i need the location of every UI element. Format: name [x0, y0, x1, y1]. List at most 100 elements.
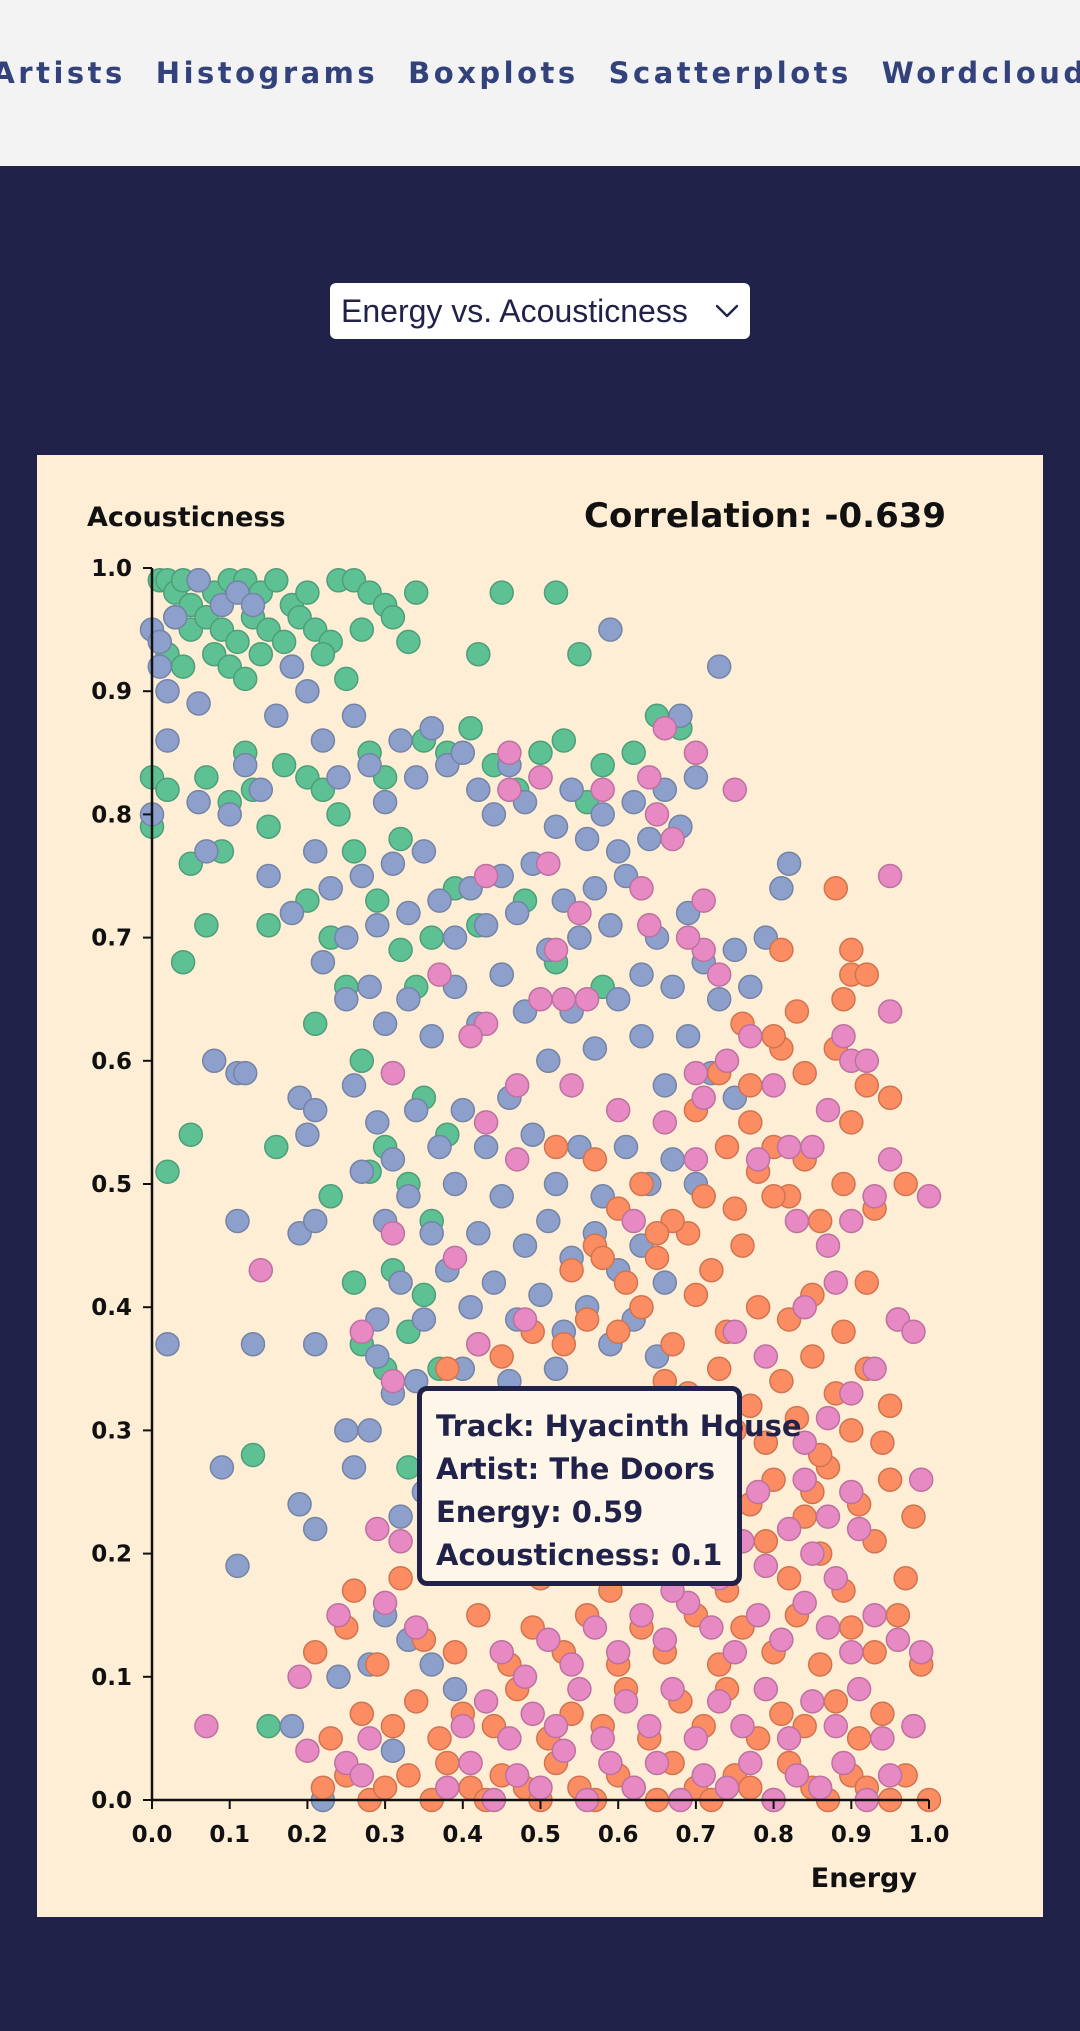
scatter-point-s2-109[interactable]: [870, 1430, 895, 1455]
scatter-point-s3-87[interactable]: [862, 1184, 887, 1209]
scatter-point-s1-96[interactable]: [629, 1023, 654, 1049]
scatter-point-s0-75[interactable]: [194, 913, 219, 938]
scatter-point-s1-79[interactable]: [722, 937, 748, 963]
scatter-point-s3-35[interactable]: [776, 1726, 802, 1751]
scatter-point-s0-68[interactable]: [528, 740, 553, 766]
scatter-point-s0-42[interactable]: [489, 580, 514, 605]
scatter-point-s2-148[interactable]: [722, 1196, 748, 1221]
scatter-point-s2-126[interactable]: [605, 1319, 631, 1345]
scatter-point-s3-79[interactable]: [753, 1344, 779, 1369]
scatter-point-s0-97[interactable]: [178, 1122, 204, 1147]
scatter-point-s3-38[interactable]: [846, 1676, 872, 1702]
scatter-point-s3-32[interactable]: [706, 1689, 732, 1714]
scatter-point-s1-30[interactable]: [466, 777, 491, 803]
scatter-point-s0-92[interactable]: [302, 1011, 328, 1037]
scatter-point-s2-102[interactable]: [901, 1504, 926, 1529]
scatter-point-s0-10[interactable]: [264, 568, 289, 593]
scatter-point-s0-49[interactable]: [194, 765, 219, 790]
scatter-point-s3-103[interactable]: [854, 1048, 880, 1074]
scatter-point-s3-115[interactable]: [528, 986, 553, 1012]
scatter-point-s3-7[interactable]: [598, 1750, 623, 1776]
scatter-point-s3-73[interactable]: [908, 1467, 934, 1492]
scatter-point-s2-151[interactable]: [807, 1208, 833, 1234]
scatter-point-s3-125[interactable]: [497, 740, 522, 766]
scatter-point-s1-3[interactable]: [147, 629, 173, 655]
scatter-point-s3-5[interactable]: [551, 1738, 577, 1763]
scatter-point-s3-99[interactable]: [761, 1073, 786, 1098]
scatter-point-s1-45[interactable]: [706, 654, 732, 679]
scatter-point-s3-27[interactable]: [590, 1726, 615, 1751]
scatter-point-s0-100[interactable]: [318, 1184, 343, 1209]
scatter-point-s1-124[interactable]: [302, 1208, 328, 1234]
scatter-point-s1-85[interactable]: [372, 1011, 398, 1037]
scatter-point-s3-41[interactable]: [512, 1664, 538, 1690]
scatter-point-s2-51[interactable]: [823, 1689, 849, 1714]
scatter-point-s1-164[interactable]: [543, 1356, 569, 1382]
scatter-point-s1-122[interactable]: [295, 1122, 320, 1147]
scatter-point-s3-126[interactable]: [590, 777, 615, 803]
scatter-point-s2-105[interactable]: [753, 1430, 779, 1455]
scatter-point-s2-171[interactable]: [761, 1023, 786, 1049]
scatter-point-s1-97[interactable]: [652, 1073, 678, 1098]
scatter-point-s2-157[interactable]: [714, 1134, 740, 1160]
scatter-point-s3-24[interactable]: [520, 1701, 545, 1727]
scatter-point-s0-22[interactable]: [225, 629, 250, 655]
scatter-point-s2-36[interactable]: [427, 1726, 452, 1751]
scatter-point-s3-50[interactable]: [722, 1639, 748, 1665]
scatter-point-s1-125[interactable]: [349, 1159, 375, 1184]
scatter-point-s3-96[interactable]: [691, 1085, 716, 1111]
scatter-point-s0-77[interactable]: [256, 913, 281, 938]
scatter-point-s2-156[interactable]: [582, 1147, 608, 1172]
scatter-point-s3-64[interactable]: [753, 1553, 779, 1579]
scatter-point-s1-168[interactable]: [287, 1492, 312, 1517]
scatter-point-s0-29[interactable]: [349, 617, 375, 642]
scatter-point-s3-137[interactable]: [442, 1245, 468, 1271]
scatter-point-s1-175[interactable]: [209, 1455, 235, 1480]
scatter-point-s3-146[interactable]: [388, 1529, 413, 1554]
scatter-point-s1-24[interactable]: [372, 789, 398, 815]
scatter-point-s3-4[interactable]: [528, 1775, 553, 1800]
scatter-point-s2-0[interactable]: [310, 1775, 336, 1800]
scatter-point-s3-90[interactable]: [745, 1147, 771, 1172]
scatter-point-s3-140[interactable]: [380, 1368, 406, 1394]
scatter-point-s3-16[interactable]: [807, 1775, 833, 1800]
scatter-point-s1-39[interactable]: [605, 839, 631, 864]
scatter-point-s1-20[interactable]: [310, 728, 336, 753]
scatter-point-s1-154[interactable]: [240, 1331, 266, 1357]
scatter-point-s1-56[interactable]: [365, 913, 390, 938]
scatter-point-s3-151[interactable]: [357, 1726, 382, 1751]
scatter-point-s1-153[interactable]: [155, 1331, 180, 1357]
scatter-point-s3-56[interactable]: [862, 1602, 887, 1628]
scatter-point-s2-73[interactable]: [807, 1652, 833, 1677]
scatter-point-s1-18[interactable]: [279, 654, 305, 679]
scatter-point-s2-152[interactable]: [831, 1171, 856, 1197]
scatter-point-s1-8[interactable]: [240, 592, 266, 618]
scatter-point-s2-55[interactable]: [302, 1639, 328, 1665]
scatter-point-s1-40[interactable]: [621, 789, 646, 815]
scatter-point-s1-41[interactable]: [637, 826, 662, 852]
scatter-point-s1-109[interactable]: [403, 1097, 429, 1123]
scatter-point-s2-76[interactable]: [885, 1602, 911, 1628]
scatter-point-s2-119[interactable]: [877, 1393, 903, 1419]
scatter-point-s2-134[interactable]: [831, 1319, 856, 1345]
scatter-point-s2-34[interactable]: [380, 1713, 406, 1739]
scatter-point-s2-165[interactable]: [738, 1073, 763, 1098]
scatter-point-s0-55[interactable]: [271, 752, 297, 778]
scatter-point-s3-25[interactable]: [543, 1713, 569, 1739]
scatter-point-s2-78[interactable]: [341, 1578, 367, 1603]
scatter-point-s3-67[interactable]: [823, 1565, 849, 1591]
scatter-point-s1-130[interactable]: [466, 1221, 491, 1246]
scatter-point-s1-82[interactable]: [310, 949, 336, 975]
scatter-point-s3-34[interactable]: [753, 1676, 779, 1702]
scatter-point-s3-129[interactable]: [644, 802, 670, 827]
scatter-point-s1-37[interactable]: [574, 826, 600, 852]
scatter-point-s0-31[interactable]: [396, 629, 421, 655]
scatter-point-s1-26[interactable]: [403, 765, 429, 790]
scatter-point-s3-22[interactable]: [473, 1689, 499, 1714]
scatter-point-s0-69[interactable]: [551, 728, 577, 753]
scatter-point-s2-128[interactable]: [660, 1331, 685, 1357]
scatter-point-s0-110[interactable]: [411, 1282, 437, 1308]
scatter-point-s2-158[interactable]: [738, 1110, 763, 1135]
scatter-point-s1-108[interactable]: [380, 1147, 406, 1172]
plot-selector-dropdown[interactable]: Energy vs. Acousticness: [330, 283, 750, 339]
